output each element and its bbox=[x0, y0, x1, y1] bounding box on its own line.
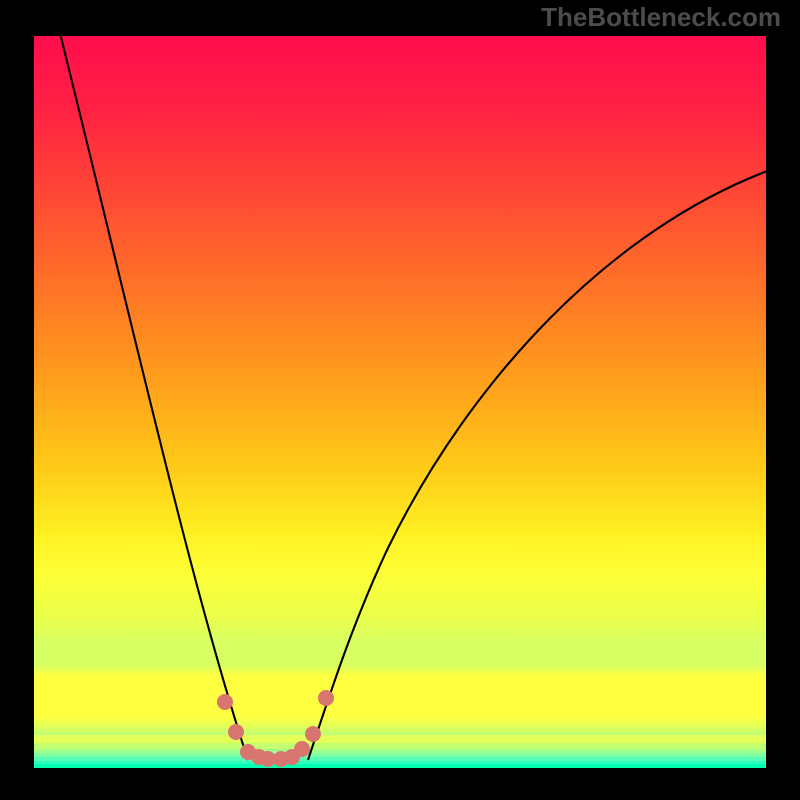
data-dot bbox=[217, 694, 233, 710]
chart-svg bbox=[0, 0, 800, 800]
data-dot bbox=[228, 724, 244, 740]
color-band bbox=[34, 735, 766, 743]
color-band bbox=[34, 743, 766, 749]
chart-root: TheBottleneck.com bbox=[0, 0, 800, 800]
plot-background bbox=[34, 36, 766, 767]
data-dot bbox=[294, 741, 310, 757]
data-dot bbox=[318, 690, 334, 706]
color-band bbox=[34, 764, 766, 768]
data-dot bbox=[305, 726, 321, 742]
color-band bbox=[34, 749, 766, 753]
watermark-text: TheBottleneck.com bbox=[541, 2, 781, 33]
color-band bbox=[34, 761, 766, 764]
color-band bbox=[34, 753, 766, 757]
bottom-color-bands bbox=[34, 735, 766, 768]
color-band bbox=[34, 757, 766, 761]
